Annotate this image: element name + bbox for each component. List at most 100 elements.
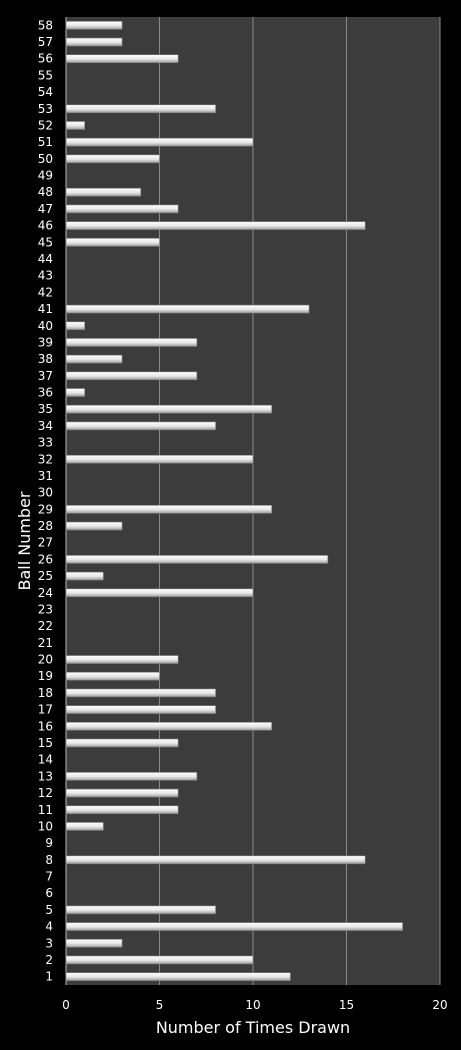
bar-ball-46: [65, 221, 366, 230]
bar-ball-35: [65, 404, 272, 414]
y-tick-label: 30: [38, 486, 53, 500]
bar-ball-51: [65, 137, 254, 147]
bar-ball-16: [65, 722, 272, 731]
bar-ball-12: [65, 788, 179, 798]
y-tick-label: 57: [38, 35, 53, 49]
y-tick-label: 10: [38, 819, 53, 833]
y-tick-label: 33: [38, 436, 53, 450]
y-tick-label: 13: [38, 769, 53, 783]
bar-ball-11: [65, 805, 179, 815]
y-tick-label: 47: [38, 202, 53, 216]
y-tick-label: 25: [38, 569, 53, 583]
y-tick-label: 7: [45, 870, 53, 884]
x-tick-labels: 0 5 10 15 20: [62, 998, 447, 1012]
y-tick-label: 18: [38, 686, 53, 700]
y-tick-label: 20: [38, 653, 53, 667]
y-tick-label: 36: [38, 386, 53, 400]
y-axis-label: Ball Number: [15, 491, 34, 590]
y-tick-label: 31: [38, 469, 53, 483]
y-tick-label: 28: [38, 519, 53, 533]
bar-ball-5: [65, 905, 216, 915]
bar-ball-47: [65, 204, 179, 214]
bar-ball-20: [65, 655, 179, 664]
bar-ball-39: [65, 338, 198, 347]
y-tick-label: 23: [38, 602, 53, 616]
y-tick-label: 41: [38, 302, 53, 316]
y-tick-label: 54: [38, 85, 53, 99]
bar-ball-15: [65, 738, 179, 748]
bar-ball-50: [65, 154, 160, 164]
y-tick-label: 19: [38, 669, 53, 683]
bar-ball-18: [65, 688, 216, 698]
y-tick-label: 35: [38, 402, 53, 416]
y-tick-label: 43: [38, 269, 53, 283]
bar-ball-1: [65, 972, 291, 981]
y-tick-label: 52: [38, 118, 53, 132]
bar-ball-58: [65, 21, 123, 30]
bar-ball-29: [65, 505, 272, 514]
y-tick-label: 45: [38, 235, 53, 249]
x-axis-label: Number of Times Drawn: [156, 1018, 350, 1037]
x-tick-label: 10: [245, 998, 260, 1012]
y-tick-label: 21: [38, 636, 53, 650]
y-tick-label: 27: [38, 536, 53, 550]
y-tick-label: 53: [38, 102, 53, 116]
y-tick-label: 16: [38, 719, 53, 733]
bar-ball-34: [65, 421, 216, 431]
y-tick-label: 3: [45, 936, 53, 950]
y-tick-label: 39: [38, 335, 53, 349]
y-tick-label: 15: [38, 736, 53, 750]
bars: [65, 21, 403, 981]
y-tick-label: 29: [38, 502, 53, 516]
x-tick-label: 15: [339, 998, 354, 1012]
y-tick-label: 8: [45, 853, 53, 867]
bar-ball-24: [65, 588, 254, 598]
bar-ball-8: [65, 855, 366, 865]
bar-ball-17: [65, 705, 216, 714]
y-tick-label: 42: [38, 285, 53, 299]
bar-ball-2: [65, 955, 254, 965]
bar-ball-4: [65, 922, 403, 931]
bar-ball-48: [65, 187, 142, 197]
bar-ball-26: [65, 555, 329, 564]
y-tick-label: 58: [38, 18, 53, 32]
y-tick-label: 26: [38, 552, 53, 566]
y-tick-label: 2: [45, 953, 53, 967]
bar-ball-40: [65, 321, 86, 331]
bar-ball-57: [65, 37, 123, 47]
bar-ball-25: [65, 571, 104, 581]
y-tick-label: 46: [38, 219, 53, 233]
y-tick-labels: 1234567891011121314151617181920212223242…: [38, 18, 53, 983]
y-tick-label: 11: [38, 803, 53, 817]
y-tick-label: 12: [38, 786, 53, 800]
y-tick-label: 49: [38, 169, 53, 183]
y-tick-label: 37: [38, 369, 53, 383]
y-tick-label: 14: [38, 753, 53, 767]
bar-ball-32: [65, 454, 254, 464]
y-tick-label: 55: [38, 68, 53, 82]
bar-ball-53: [65, 104, 216, 114]
x-tick-label: 5: [156, 998, 164, 1012]
bar-ball-56: [65, 54, 179, 64]
bar-ball-45: [65, 238, 160, 247]
y-tick-label: 51: [38, 135, 53, 149]
y-tick-label: 48: [38, 185, 53, 199]
y-tick-label: 17: [38, 703, 53, 717]
x-tick-label: 20: [432, 998, 447, 1012]
y-tick-label: 6: [45, 886, 53, 900]
bar-ball-28: [65, 521, 123, 531]
bar-ball-41: [65, 304, 310, 314]
y-tick-label: 44: [38, 252, 53, 266]
bar-ball-52: [65, 121, 86, 130]
y-tick-label: 56: [38, 52, 53, 66]
y-tick-label: 40: [38, 319, 53, 333]
bar-ball-19: [65, 671, 160, 681]
y-tick-label: 50: [38, 152, 53, 166]
y-tick-label: 22: [38, 619, 53, 633]
x-tick-label: 0: [62, 998, 70, 1012]
y-tick-label: 34: [38, 419, 53, 433]
bar-ball-37: [65, 371, 198, 381]
y-tick-label: 32: [38, 452, 53, 466]
y-tick-label: 5: [45, 903, 53, 917]
bar-ball-38: [65, 354, 123, 364]
